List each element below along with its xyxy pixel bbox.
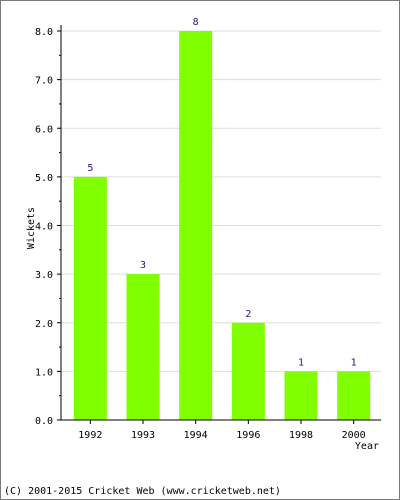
x-tick-label: 1992	[78, 430, 102, 441]
data-label: 3	[140, 260, 146, 271]
data-label: 5	[87, 163, 93, 174]
y-tick-label: 8.0	[35, 27, 53, 38]
data-label: 1	[298, 357, 304, 368]
y-axis-ticks: 0.0 1.0 2.0 3.0 4.0 5.0 6.0 7.0 8.0	[35, 27, 61, 427]
data-labels: 5 3 8 2 1 1	[87, 17, 356, 368]
x-tick-label: 1994	[184, 430, 208, 441]
y-axis-title: Wickets	[26, 207, 37, 249]
x-tick-label: 1998	[289, 430, 313, 441]
data-label: 1	[351, 357, 357, 368]
bars	[73, 31, 371, 420]
bar-1992	[73, 176, 107, 420]
data-label: 2	[245, 309, 251, 320]
x-axis-ticks: 1992 1993 1994 1996 1998 2000	[78, 420, 366, 441]
data-label: 8	[193, 17, 199, 28]
copyright-footer: (C) 2001-2015 Cricket Web (www.cricketwe…	[4, 486, 281, 497]
y-tick-label: 4.0	[35, 222, 53, 233]
bar-1996	[231, 322, 265, 420]
y-tick-label: 1.0	[35, 367, 53, 378]
grid-lines	[61, 30, 381, 372]
y-tick-label: 6.0	[35, 124, 53, 135]
x-axis-title: Year	[355, 441, 379, 452]
bar-1993	[126, 274, 160, 420]
x-tick-label: 2000	[342, 430, 366, 441]
bar-2000	[337, 371, 371, 420]
y-tick-label: 2.0	[35, 319, 53, 330]
axes	[60, 25, 381, 421]
x-tick-label: 1993	[131, 430, 155, 441]
y-tick-label: 0.0	[35, 416, 53, 427]
bar-1994	[179, 31, 213, 420]
x-tick-label: 1996	[236, 430, 260, 441]
y-tick-label: 3.0	[35, 270, 53, 281]
y-tick-label: 5.0	[35, 173, 53, 184]
y-tick-label: 7.0	[35, 76, 53, 87]
bar-1998	[284, 371, 318, 420]
